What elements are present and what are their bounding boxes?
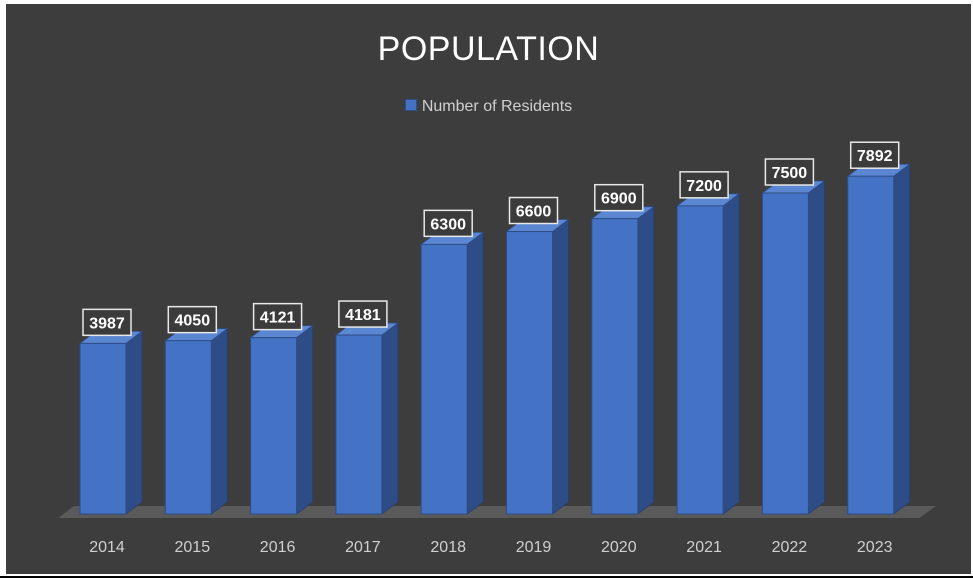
x-tick-label: 2020: [601, 539, 637, 556]
bar: [250, 337, 298, 515]
bar: [420, 243, 468, 515]
data-label: 4181: [345, 307, 381, 324]
bar-side: [125, 330, 143, 515]
data-label-box: [338, 300, 388, 328]
data-label: 7500: [772, 165, 808, 182]
bar: [79, 342, 127, 515]
bar-side: [808, 180, 825, 515]
x-tick-label: 2014: [89, 539, 125, 556]
x-tick-label: 2015: [175, 539, 211, 556]
bar: [591, 218, 639, 515]
legend: Number of Residents: [6, 98, 971, 116]
bar-side: [722, 193, 740, 515]
bar: [335, 334, 383, 515]
x-tick-label: 2021: [686, 539, 722, 556]
bar-side: [893, 163, 911, 515]
data-label-box: [594, 183, 644, 212]
data-label-box: [849, 141, 900, 169]
data-label-box: [508, 196, 559, 225]
data-label: 4050: [175, 313, 211, 330]
bar-side: [466, 231, 484, 515]
bar-side: [210, 327, 228, 515]
x-tick-label: 2016: [260, 539, 296, 556]
bar: [506, 231, 553, 515]
x-tick-label: 2022: [772, 539, 808, 556]
data-label: 6300: [430, 216, 466, 233]
data-label-box: [679, 171, 729, 199]
chart-title: POPULATION: [377, 30, 600, 68]
legend-swatch-icon: [404, 99, 417, 111]
data-label: 7200: [686, 178, 722, 195]
data-label: 3987: [89, 315, 125, 332]
bar-side: [381, 322, 399, 515]
data-label-box: [82, 308, 132, 337]
x-tick-label: 2023: [857, 539, 893, 556]
data-label: 6600: [516, 204, 552, 221]
bar-side: [552, 218, 569, 515]
bar: [761, 192, 809, 515]
data-label-box: [252, 302, 303, 331]
data-label: 7892: [857, 148, 893, 165]
x-tick-label: 2017: [345, 539, 381, 556]
bar: [847, 175, 895, 515]
bar: [676, 205, 724, 515]
bar-side: [296, 324, 314, 515]
legend-label: Number of Residents: [421, 98, 573, 115]
bar-side: [637, 205, 655, 515]
data-label: 4121: [260, 310, 296, 327]
data-label-box: [764, 158, 815, 186]
x-tick-label: 2019: [516, 539, 552, 556]
data-label-box: [423, 209, 473, 238]
bottom-border: [0, 576, 973, 578]
bar: [164, 340, 212, 515]
data-label: 6900: [601, 191, 637, 208]
data-label-box: [167, 305, 218, 334]
x-tick-label: 2018: [430, 539, 466, 556]
